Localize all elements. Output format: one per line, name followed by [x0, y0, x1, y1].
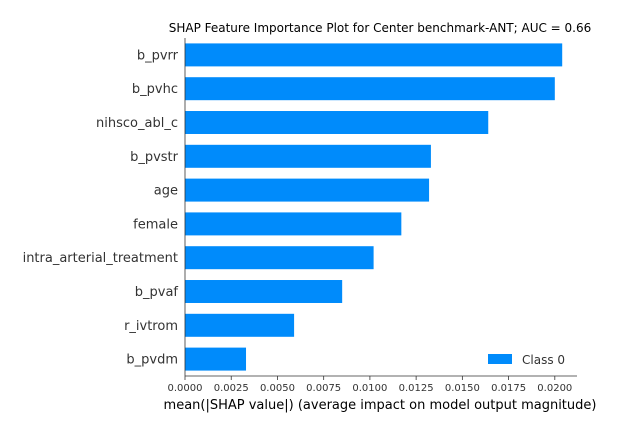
- feature-label-intra_arterial_treatment: intra_arterial_treatment: [23, 251, 178, 266]
- feature-label-nihsco_abl_c: nihsco_abl_c: [96, 116, 178, 131]
- feature-label-r_ivtrom: r_ivtrom: [124, 319, 178, 334]
- bar-female: [185, 212, 402, 236]
- x-tick-label: 0.0125: [399, 383, 434, 394]
- bar-b_pvdm: [185, 347, 247, 371]
- feature-label-b_pvhc: b_pvhc: [132, 82, 178, 97]
- x-tick-label: 0.0075: [306, 383, 341, 394]
- feature-label-b_pvdm: b_pvdm: [126, 353, 178, 368]
- legend: Class 0: [488, 353, 565, 367]
- x-tick-label: 0.0100: [352, 383, 387, 394]
- x-axis-title: mean(|SHAP value|) (average impact on mo…: [164, 398, 597, 413]
- feature-label-age: age: [154, 184, 178, 199]
- feature-label-b_pvrr: b_pvrr: [137, 48, 179, 63]
- feature-label-b_pvstr: b_pvstr: [130, 150, 179, 165]
- x-tick-label: 0.0150: [445, 383, 480, 394]
- feature-label-female: female: [133, 217, 178, 232]
- bars-group: [185, 43, 563, 371]
- x-tick-label: 0.0050: [260, 383, 295, 394]
- x-ticks-group: 0.0000 0.0025 0.0050 0.0075 0.0100 0.0125 0.01…: [168, 376, 572, 394]
- x-tick-label: 0.0175: [491, 383, 526, 394]
- chart-title: SHAP Feature Importance Plot for Center …: [169, 21, 592, 35]
- bar-b_pvrr: [185, 43, 563, 67]
- legend-swatch: [488, 354, 512, 364]
- x-tick-label: 0.0000: [168, 383, 203, 394]
- x-tick-label: 0.0025: [214, 383, 249, 394]
- bar-b_pvstr: [185, 144, 431, 168]
- bar-age: [185, 178, 430, 202]
- bar-r_ivtrom: [185, 313, 295, 337]
- x-tick-label: 0.0200: [537, 383, 572, 394]
- legend-label: Class 0: [522, 353, 565, 367]
- feature-label-b_pvaf: b_pvaf: [135, 285, 179, 300]
- bar-b_pvhc: [185, 77, 555, 101]
- bar-b_pvaf: [185, 280, 343, 303]
- bar-intra_arterial_treatment: [185, 246, 374, 270]
- bar-nihsco_abl_c: [185, 111, 489, 134]
